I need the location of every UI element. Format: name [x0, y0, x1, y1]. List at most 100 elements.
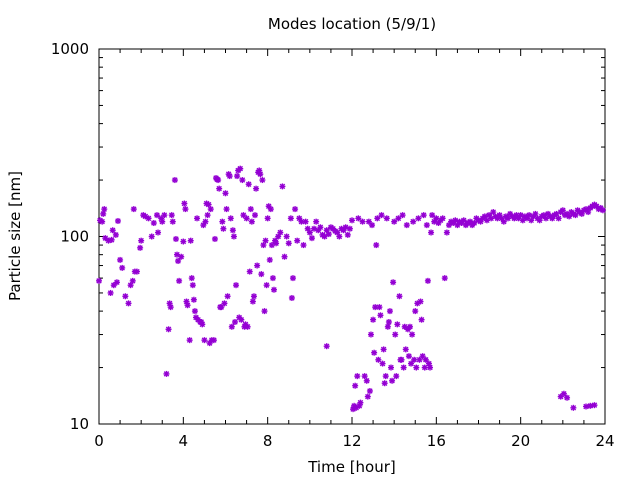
data-point — [306, 229, 313, 236]
data-point — [376, 304, 383, 311]
data-point — [258, 271, 265, 278]
data-point — [398, 356, 405, 363]
data-point — [261, 308, 268, 315]
data-point — [266, 256, 273, 263]
data-point — [234, 173, 241, 180]
data-point — [264, 215, 271, 222]
data-point — [421, 364, 428, 371]
data-point — [283, 233, 290, 240]
data-point — [117, 256, 124, 263]
data-point — [411, 356, 418, 363]
data-point — [357, 399, 364, 406]
y-tick-label: 100 — [60, 228, 89, 246]
data-point — [352, 382, 359, 389]
data-point — [96, 277, 102, 284]
data-point — [429, 212, 436, 219]
data-point — [137, 244, 144, 251]
data-point — [262, 237, 269, 244]
x-tick-label: 24 — [595, 432, 614, 450]
data-point — [373, 242, 380, 249]
data-point — [100, 210, 107, 217]
data-point — [224, 293, 231, 300]
data-point — [395, 215, 402, 222]
data-point — [313, 218, 320, 225]
data-point — [423, 222, 430, 229]
data-point — [381, 380, 388, 387]
data-point — [344, 231, 351, 238]
data-point — [427, 364, 434, 371]
data-point — [367, 331, 374, 338]
data-point — [107, 289, 114, 296]
data-point — [380, 346, 387, 353]
data-point — [155, 229, 162, 236]
data-point — [194, 215, 201, 222]
data-point — [153, 212, 160, 219]
data-point — [364, 393, 371, 400]
data-point — [500, 218, 507, 225]
data-point — [239, 177, 246, 184]
data-point — [219, 218, 226, 225]
data-point — [386, 308, 393, 315]
data-point — [441, 275, 448, 282]
data-point — [399, 212, 406, 219]
data-point — [244, 323, 251, 330]
data-point — [190, 296, 197, 303]
data-point — [346, 225, 353, 232]
data-point — [370, 316, 377, 323]
x-tick-label: 16 — [427, 432, 446, 450]
y-tick-label: 1000 — [51, 40, 89, 58]
y-axis-title: Particle size [nm] — [6, 171, 24, 301]
x-tick-label: 8 — [263, 432, 273, 450]
data-point — [269, 275, 276, 282]
data-point — [233, 282, 240, 289]
data-point — [257, 171, 264, 178]
x-tick-label: 20 — [511, 432, 530, 450]
data-point — [180, 238, 187, 245]
data-point — [374, 215, 381, 222]
data-point — [323, 343, 330, 350]
data-point — [159, 218, 166, 225]
x-tick-labels: 0 4 8 12 16 20 24 — [94, 432, 614, 450]
data-point — [443, 229, 450, 236]
data-point — [417, 298, 424, 305]
data-point — [114, 217, 121, 224]
data-point — [349, 217, 355, 224]
data-point — [215, 177, 222, 184]
data-point — [222, 190, 229, 197]
data-point — [169, 218, 176, 225]
data-point — [394, 321, 401, 328]
y-tick-label: 10 — [70, 415, 89, 433]
data-point — [288, 294, 295, 301]
data-point — [221, 300, 228, 307]
data-point — [406, 323, 413, 330]
data-point — [377, 312, 384, 319]
data-point — [270, 286, 277, 293]
data-point — [371, 349, 378, 356]
data-point — [460, 217, 467, 224]
data-point — [287, 215, 294, 222]
data-point — [187, 237, 194, 244]
data-point — [359, 218, 366, 225]
data-point — [365, 218, 372, 225]
data-point — [591, 402, 598, 409]
data-point — [392, 331, 399, 338]
data-point — [369, 222, 376, 229]
data-point — [559, 207, 566, 214]
data-point — [375, 356, 382, 363]
data-point — [389, 377, 396, 384]
data-point — [238, 316, 245, 323]
data-point — [252, 212, 259, 219]
data-point — [229, 227, 236, 234]
data-point — [237, 165, 244, 172]
data-point — [405, 353, 412, 360]
data-point — [211, 235, 218, 242]
data-point — [393, 373, 400, 380]
data-point — [205, 201, 212, 208]
data-point — [167, 304, 174, 311]
data-point — [415, 215, 422, 222]
y-tick-labels: 10 100 1000 — [51, 40, 89, 433]
data-point — [228, 323, 235, 330]
axis-ticks — [98, 48, 606, 425]
data-point — [412, 308, 419, 315]
data-point — [300, 242, 307, 249]
